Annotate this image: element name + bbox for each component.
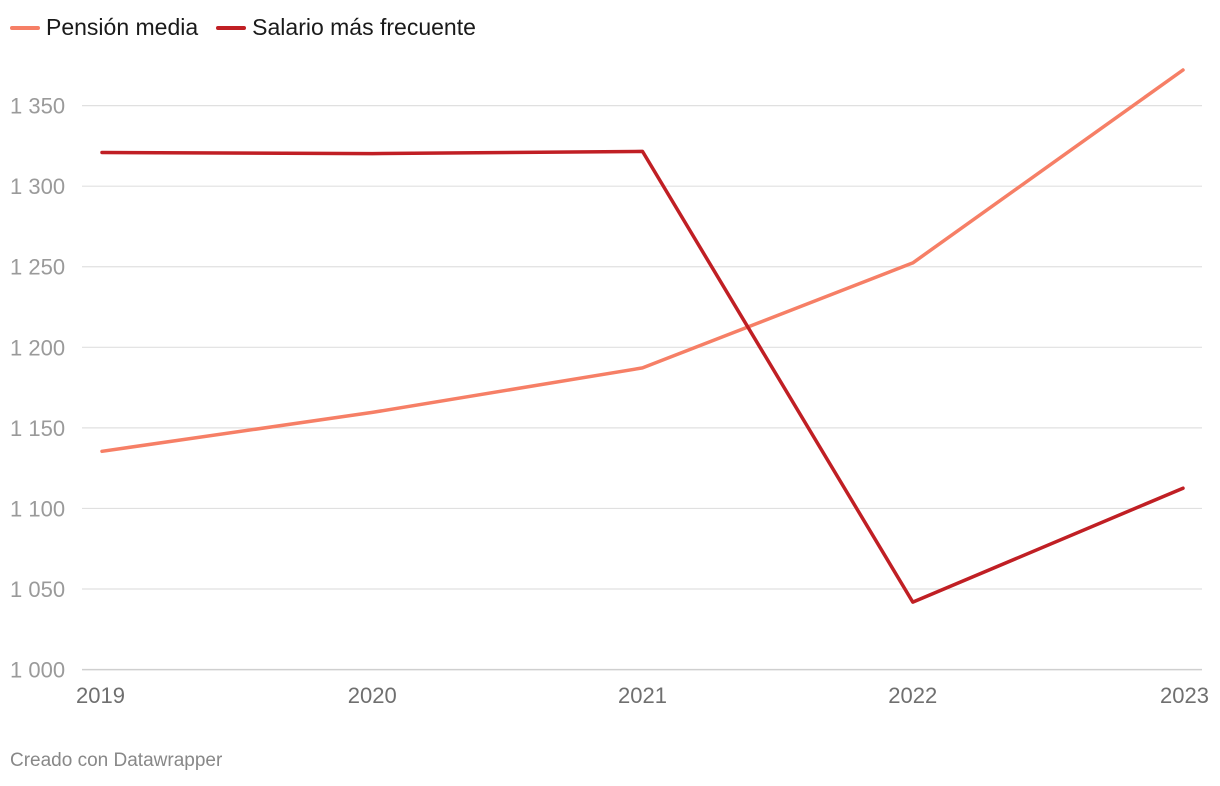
x-tick-label: 2019 [76,683,125,708]
y-tick-label: 1 050 [10,577,65,602]
footer-credit: Creado con Datawrapper [10,750,223,771]
y-tick-label: 1 350 [10,94,65,119]
legend-item-pension-media: Pensión media [10,14,198,41]
y-tick-label: 1 300 [10,174,65,199]
y-tick-label: 1 100 [10,496,65,521]
legend-label-pension-media: Pensión media [46,14,199,40]
x-tick-label: 2022 [888,683,937,708]
legend-label-salario-mas-frecuente: Salario más frecuente [252,14,476,40]
x-tick-label: 2023 [1160,683,1209,708]
x-tick-label: 2020 [348,683,397,708]
legend-swatch-pension-media [10,25,40,30]
y-tick-label: 1 150 [10,416,65,441]
series-line-salario-mas-frecuente [100,149,1185,604]
x-tick-label: 2021 [618,683,667,708]
y-tick-label: 1 250 [10,255,65,280]
series-line-pension-media [100,68,1185,454]
y-tick-label: 1 000 [10,658,65,683]
legend-swatch-salario-mas-frecuente [216,25,247,30]
legend-item-salario-mas-frecuente: Salario más frecuente [216,14,476,41]
legend: Pensión media Salario más frecuente [10,14,494,41]
y-tick-label: 1 200 [10,335,65,360]
